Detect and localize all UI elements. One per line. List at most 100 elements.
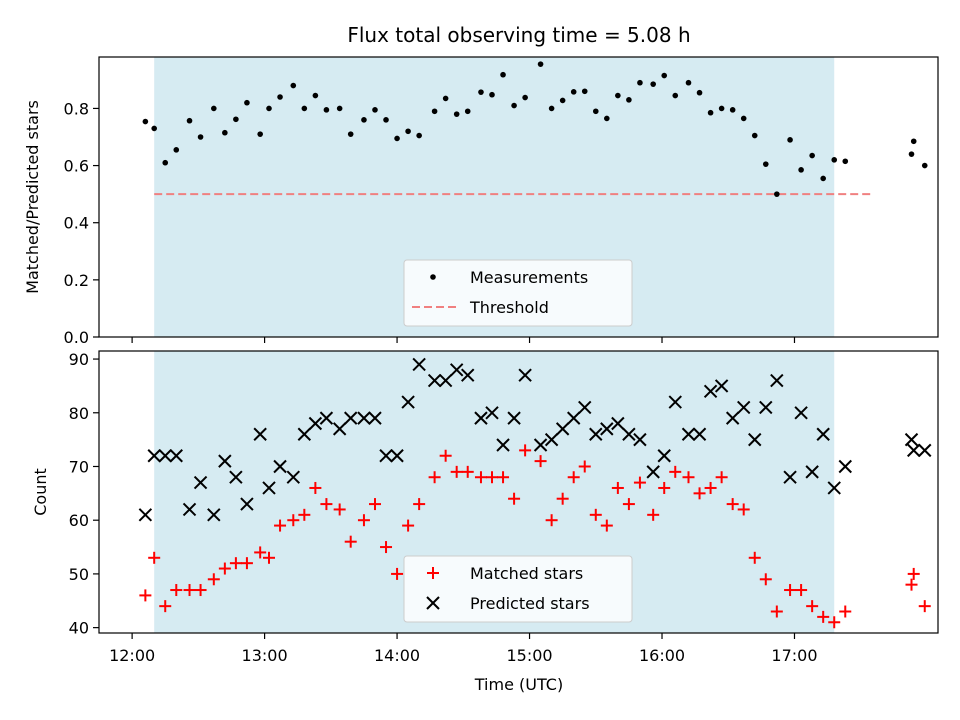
measurement-point	[511, 102, 517, 109]
matched-star-point	[309, 481, 322, 494]
top-y-tick-label: 0.8	[64, 99, 89, 118]
measurement-point	[809, 152, 815, 159]
matched-star-point	[647, 508, 660, 521]
bottom-y-tick-label: 80	[69, 404, 89, 423]
matched-star-point	[380, 541, 393, 554]
top-y-ticks: 0.0 0.2 0.4 0.6 0.8	[64, 99, 796, 347]
measurement-point	[696, 89, 703, 96]
matched-star-point	[254, 546, 267, 559]
matched-star-point	[519, 444, 532, 457]
predicted-star-point	[218, 454, 232, 468]
matched-star-point	[287, 514, 300, 527]
predicted-star-point	[147, 449, 161, 463]
measurement-point	[186, 117, 193, 124]
matched-star-point	[428, 471, 441, 484]
measurement-point	[394, 135, 400, 142]
matched-star-point	[682, 471, 695, 484]
predicted-star-point	[379, 449, 393, 463]
predicted-star-point	[611, 416, 625, 431]
measurement-point	[277, 94, 283, 100]
matched-star-point	[357, 514, 370, 527]
measurement-points	[142, 61, 928, 197]
matched-star-point	[715, 471, 728, 484]
measurement-point	[570, 89, 577, 95]
bottom-axes-frame	[98, 350, 939, 634]
predicted-star-point	[692, 427, 707, 441]
measurement-point	[301, 105, 308, 112]
matched-star-point	[839, 605, 852, 618]
matched-star-point	[229, 557, 242, 570]
predicted-star-point	[904, 432, 919, 447]
measurement-point	[615, 92, 621, 99]
predicted-star-point	[286, 470, 301, 484]
bottom-y-axis-label: Count	[31, 468, 50, 516]
measurement-point	[405, 128, 411, 135]
measurement-point	[312, 92, 319, 99]
matched-star-point	[817, 610, 830, 623]
top-y-axis-label: Matched/Predicted stars	[23, 100, 42, 294]
predicted-star-point	[273, 459, 287, 474]
measurement-point	[637, 79, 643, 86]
matched-star-point	[497, 471, 510, 484]
top-axes-frame	[98, 56, 939, 338]
measurement-point	[257, 131, 263, 137]
predicted-star-point	[332, 422, 347, 436]
measurement-point	[383, 117, 389, 123]
top-y-tick-label: 0.4	[64, 214, 89, 233]
x-tick-label: 17:00	[771, 646, 817, 665]
measurement-point	[347, 131, 354, 137]
measurement-point	[820, 175, 826, 182]
measurement-point	[431, 108, 438, 115]
matched-star-point	[704, 481, 717, 494]
matched-star-point	[450, 465, 463, 478]
matched-star-point	[263, 551, 276, 564]
measurement-point	[151, 125, 157, 132]
measurement-point	[489, 91, 495, 98]
matched-star-point	[905, 578, 918, 591]
x-tick-label: 12:00	[109, 646, 155, 665]
measurement-point	[478, 89, 484, 95]
measurement-point	[142, 118, 149, 125]
predicted-star-point	[308, 416, 323, 431]
bottom-panel: 40 50 60 70 80 90 12:00 13:00 14:00 15:00 16:00 17…	[31, 350, 939, 694]
matched-star-point	[474, 471, 487, 484]
bottom-y-tick-label: 50	[69, 565, 89, 584]
predicted-star-point	[240, 497, 254, 511]
measurement-point	[500, 71, 506, 78]
matched-star-point	[622, 498, 635, 511]
predicted-star-point	[193, 475, 208, 490]
matched-star-point	[320, 498, 333, 511]
predicted-star-point	[748, 432, 762, 447]
measurement-point	[162, 159, 169, 166]
measurement-point	[537, 61, 544, 67]
predicted-star-point	[918, 443, 932, 458]
measurement-point	[416, 132, 422, 139]
matched-star-point	[658, 481, 671, 494]
predicted-star-point	[262, 481, 276, 495]
predicted-star-point	[736, 400, 751, 415]
predicted-star-point	[622, 427, 636, 441]
measurement-point	[290, 82, 297, 89]
predicted-star-point	[681, 427, 696, 441]
predicted-star-point	[578, 400, 592, 415]
matched-star-point	[159, 600, 172, 613]
measurement-point	[442, 95, 449, 102]
predicted-star-point	[412, 357, 426, 372]
predicted-star-point	[319, 411, 334, 425]
predicted-star-point	[714, 379, 729, 393]
predicted-star-point	[368, 411, 382, 425]
matched-star-point	[508, 492, 521, 505]
measurement-point	[222, 129, 228, 136]
matched-star-point	[148, 551, 161, 564]
matched-star-point	[918, 600, 931, 613]
bottom-y-tick-label: 70	[69, 457, 89, 476]
predicted-star-point	[633, 432, 647, 447]
predicted-star-point	[138, 508, 153, 522]
measurement-point	[361, 117, 367, 123]
measurement-point	[464, 108, 471, 115]
measurement-point	[729, 107, 736, 113]
bottom-legend: Matched stars Predicted stars	[403, 555, 633, 623]
matched-star-point	[567, 471, 580, 484]
predicted-star-point	[827, 481, 841, 495]
matched-star-point	[633, 476, 646, 489]
